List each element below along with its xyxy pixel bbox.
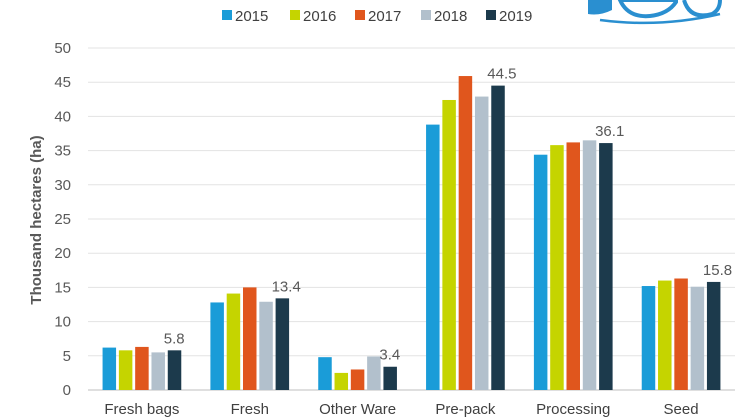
bar-2019: [491, 85, 505, 391]
gridlines: [88, 47, 735, 391]
data-label: 13.4: [272, 278, 301, 295]
bar-2016: [118, 350, 133, 390]
x-tick-label: Processing: [536, 401, 610, 418]
x-tick-label: Fresh bags: [104, 401, 179, 418]
legend-swatch: [421, 10, 431, 20]
y-tick-label: 45: [54, 74, 71, 91]
y-tick-label: 25: [54, 211, 71, 228]
y-tick-label: 20: [54, 245, 71, 262]
bar-2017: [243, 287, 257, 390]
data-labels: 5.8 13.4 3.4 44.5 36.1 15.8: [164, 66, 732, 364]
bar-2016: [334, 372, 349, 390]
bar-2015: [318, 357, 332, 390]
legend-swatch: [355, 10, 365, 20]
y-tick-label: 0: [63, 382, 71, 399]
x-tick-label: Other Ware: [319, 401, 396, 418]
bar-2018: [151, 352, 165, 390]
bar-2019: [599, 143, 613, 390]
wave-logo-icon: [588, 0, 722, 25]
bar-2019: [167, 350, 182, 390]
bars: [102, 76, 721, 391]
bar-2017: [566, 142, 580, 390]
x-tick-label: Fresh: [231, 401, 269, 418]
y-axis-ticks: 0 5 10 15 20 25 30 35 40 45 50: [54, 40, 71, 399]
bar-2016: [550, 145, 564, 390]
x-tick-label: Seed: [664, 401, 699, 418]
bar-2017: [350, 369, 365, 390]
bar-2018: [367, 356, 381, 390]
legend: 2015 2016 2017 2018 2019: [222, 8, 532, 25]
legend-label: 2019: [499, 8, 532, 25]
bar-2016: [226, 293, 241, 390]
bar-2015: [210, 302, 224, 390]
bar-2017: [674, 278, 688, 390]
bar-2016: [658, 280, 672, 390]
legend-swatch: [486, 10, 496, 20]
bar-2017: [458, 76, 473, 390]
y-tick-label: 35: [54, 143, 71, 160]
bar-2017: [135, 346, 149, 390]
x-tick-label: Pre-pack: [435, 401, 496, 418]
y-axis-title: Thousand hectares (ha): [28, 135, 45, 304]
y-tick-label: 10: [54, 314, 71, 331]
y-tick-label: 15: [54, 279, 71, 296]
bar-2018: [690, 286, 705, 390]
bar-2018: [259, 301, 273, 390]
bar-2015: [533, 154, 548, 390]
y-tick-label: 50: [54, 40, 71, 57]
legend-swatch: [290, 10, 300, 20]
data-label: 36.1: [595, 123, 624, 140]
bar-2015: [426, 124, 440, 390]
bar-2019: [706, 281, 721, 390]
legend-label: 2017: [368, 8, 401, 25]
y-tick-label: 30: [54, 177, 71, 194]
bar-2019: [275, 298, 290, 390]
data-label: 3.4: [379, 347, 400, 364]
data-label: 15.8: [703, 262, 732, 279]
legend-swatch: [222, 10, 232, 20]
bar-2015: [102, 347, 117, 390]
bar-2018: [474, 96, 489, 391]
bar-2018: [582, 140, 597, 390]
bar-2016: [442, 99, 456, 390]
y-tick-label: 40: [54, 108, 71, 125]
bar-2019: [383, 366, 397, 390]
category-labels: Fresh bags Fresh Other Ware Pre-pack Process…: [104, 401, 698, 418]
legend-label: 2018: [434, 8, 467, 25]
bar-2015: [641, 286, 656, 390]
legend-label: 2016: [303, 8, 336, 25]
y-tick-label: 5: [63, 348, 71, 365]
data-label: 44.5: [487, 66, 516, 83]
data-label: 5.8: [164, 330, 185, 347]
legend-label: 2015: [235, 8, 268, 25]
